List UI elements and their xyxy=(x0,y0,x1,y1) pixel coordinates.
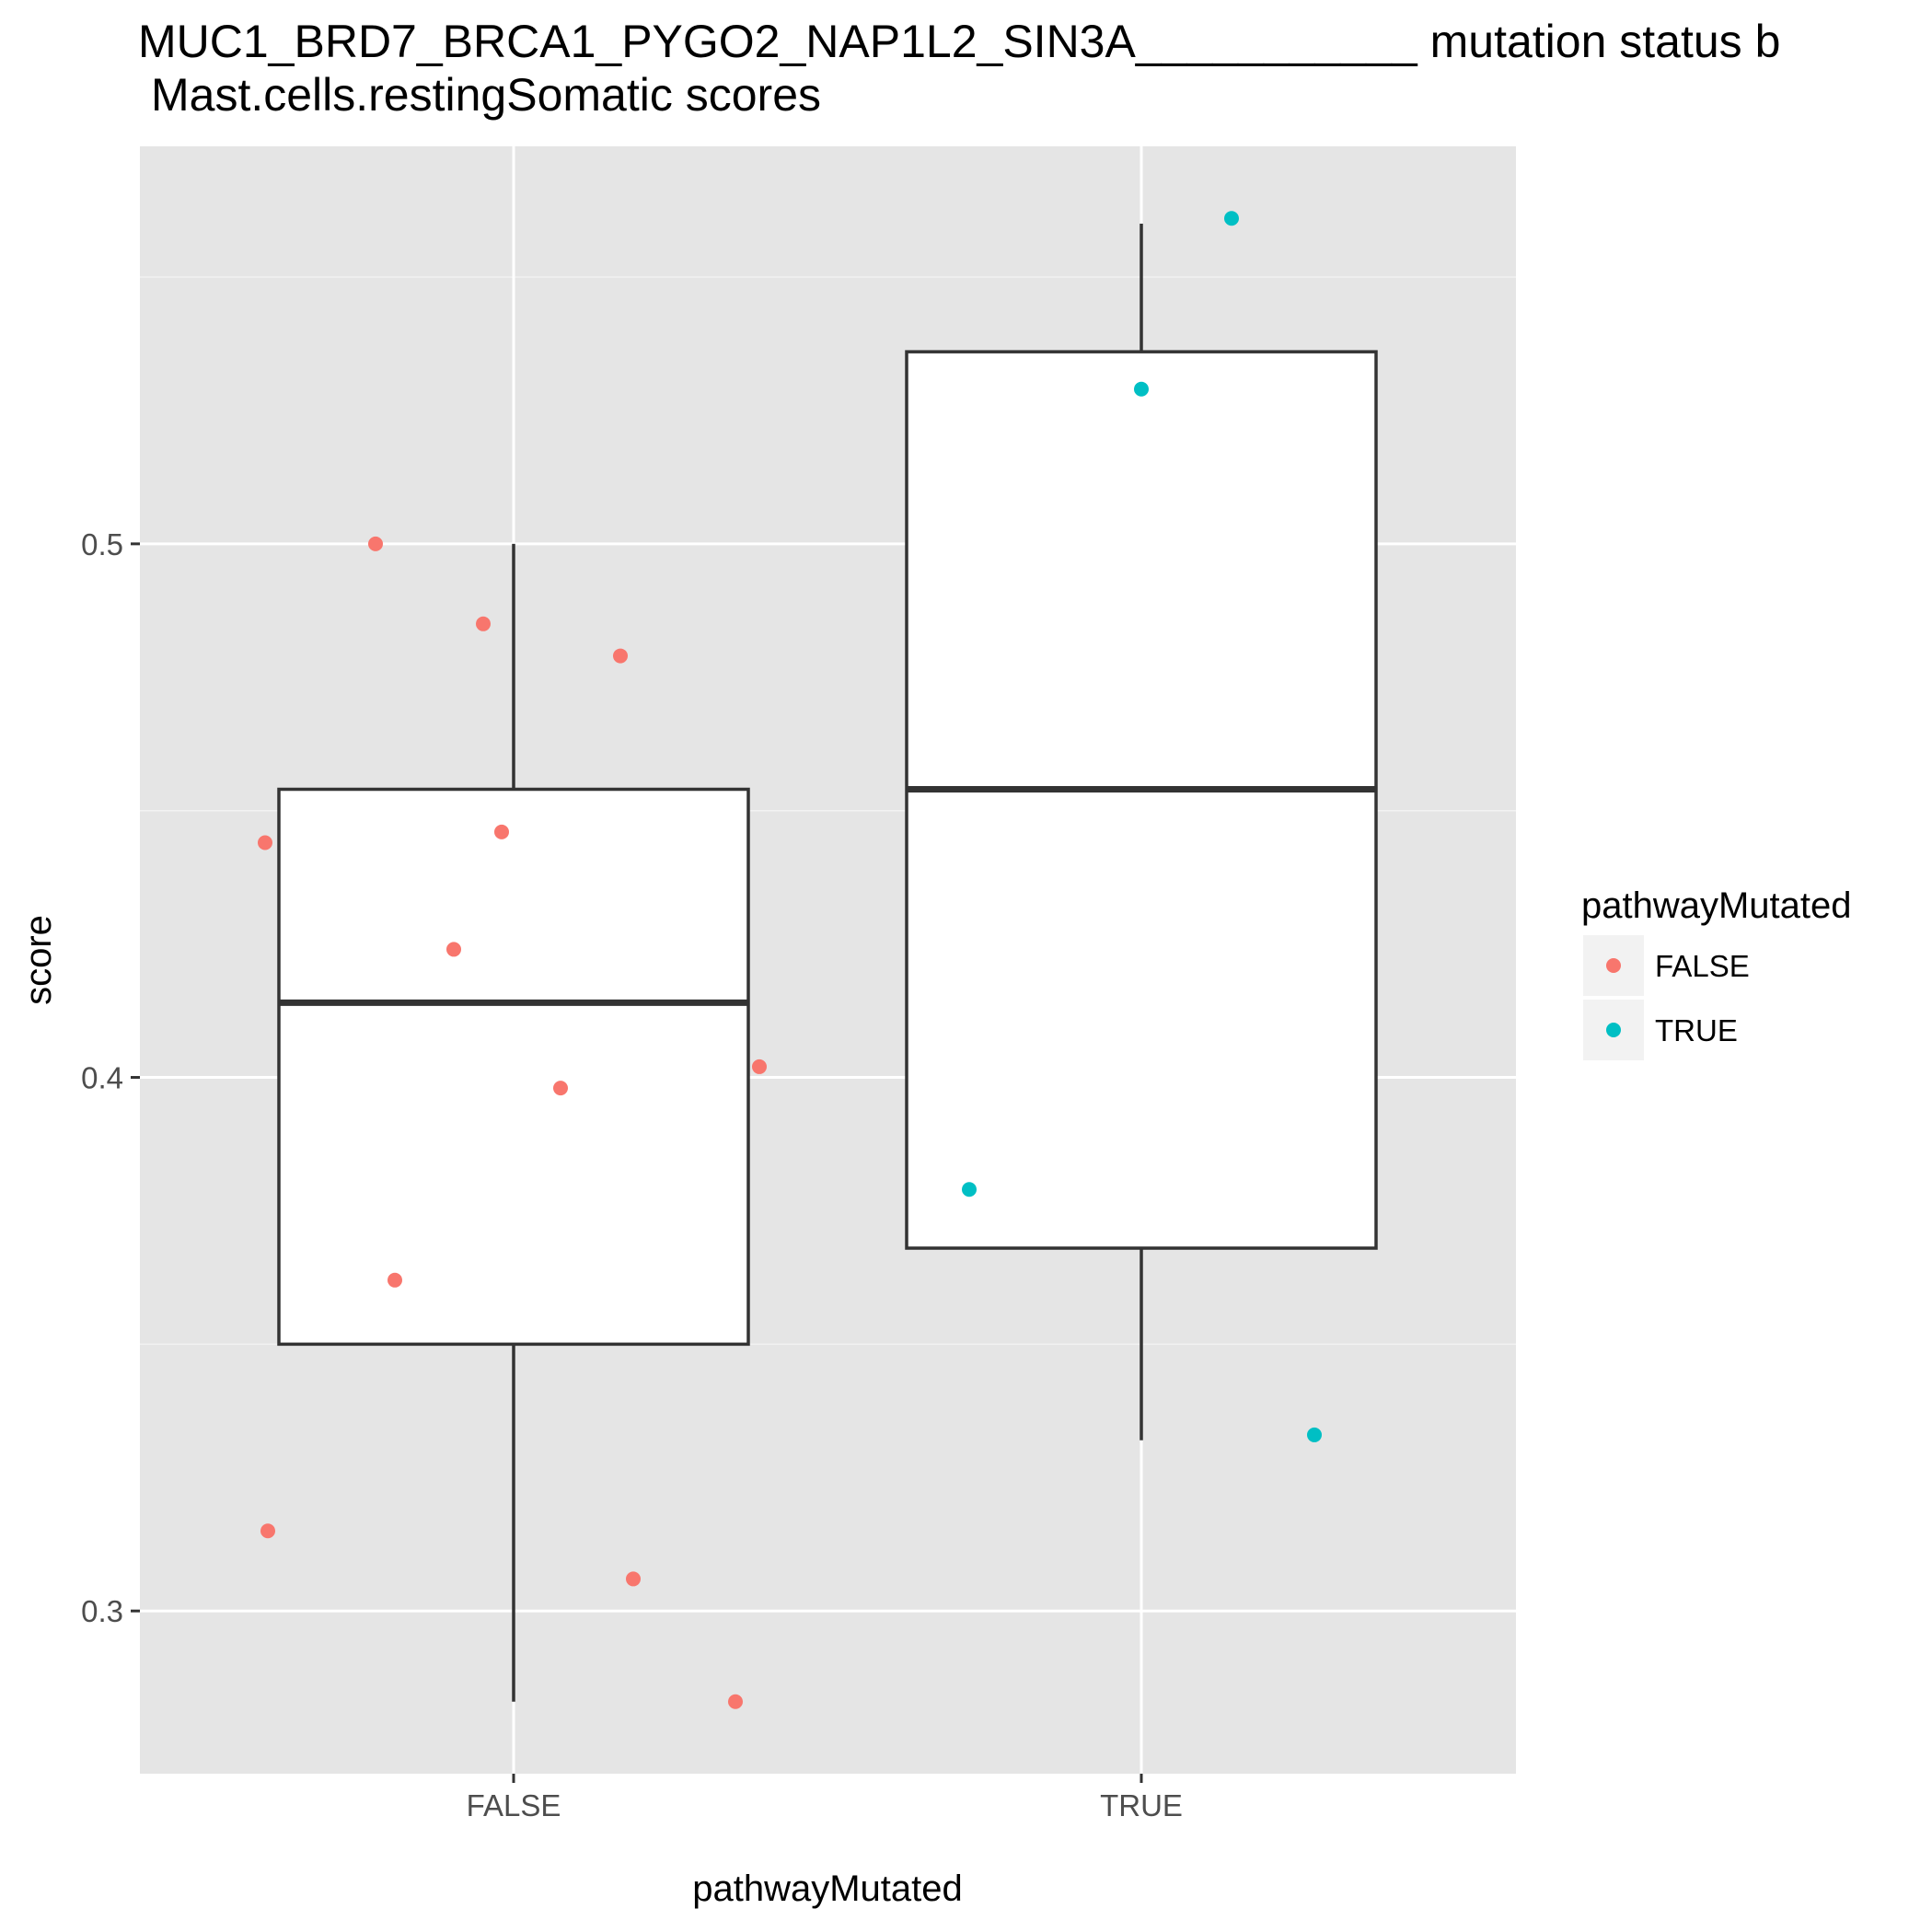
box-iqr xyxy=(277,787,750,1347)
data-point xyxy=(388,1272,402,1288)
legend-label: TRUE xyxy=(1655,1013,1738,1047)
data-point xyxy=(258,835,272,850)
y-axis-title: score xyxy=(18,915,59,1005)
legend-key-point xyxy=(1606,958,1621,973)
x-axis-title: pathwayMutated xyxy=(692,1868,963,1909)
point-layer xyxy=(258,211,1322,1709)
data-point xyxy=(962,1182,977,1197)
y-tick-label: 0.5 xyxy=(81,527,123,561)
chart-title: MUC1_BRD7_BRCA1_PYGO2_NAP1L2_SIN3A______… xyxy=(138,16,1780,67)
data-point xyxy=(1224,211,1239,226)
data-point xyxy=(553,1081,568,1096)
data-point xyxy=(476,616,491,631)
data-point xyxy=(1134,381,1149,397)
y-tick-label: 0.3 xyxy=(81,1594,123,1628)
x-tick-label: TRUE xyxy=(1100,1788,1183,1822)
data-point xyxy=(260,1523,275,1539)
legend-title: pathwayMutated xyxy=(1581,885,1852,926)
legend-label: FALSE xyxy=(1655,949,1750,983)
data-point xyxy=(613,648,628,664)
box-iqr xyxy=(905,350,1378,1250)
box-layer xyxy=(277,224,1378,1702)
x-tick-label: FALSE xyxy=(467,1788,561,1822)
data-point xyxy=(494,824,509,839)
data-point xyxy=(1307,1427,1322,1442)
data-point xyxy=(368,536,383,551)
chart-subtitle: Mast.cells.restingSomatic scores xyxy=(151,69,821,121)
data-point xyxy=(446,942,461,957)
data-point xyxy=(752,1059,767,1074)
legend: pathwayMutated FALSE TRUE xyxy=(1581,885,1852,1060)
data-point xyxy=(728,1694,743,1709)
y-tick-label: 0.4 xyxy=(81,1061,123,1095)
legend-key-point xyxy=(1606,1023,1621,1037)
data-point xyxy=(626,1571,641,1587)
axis-layer: 0.3 0.4 0.5 FALSE TRUE xyxy=(81,527,1183,1822)
